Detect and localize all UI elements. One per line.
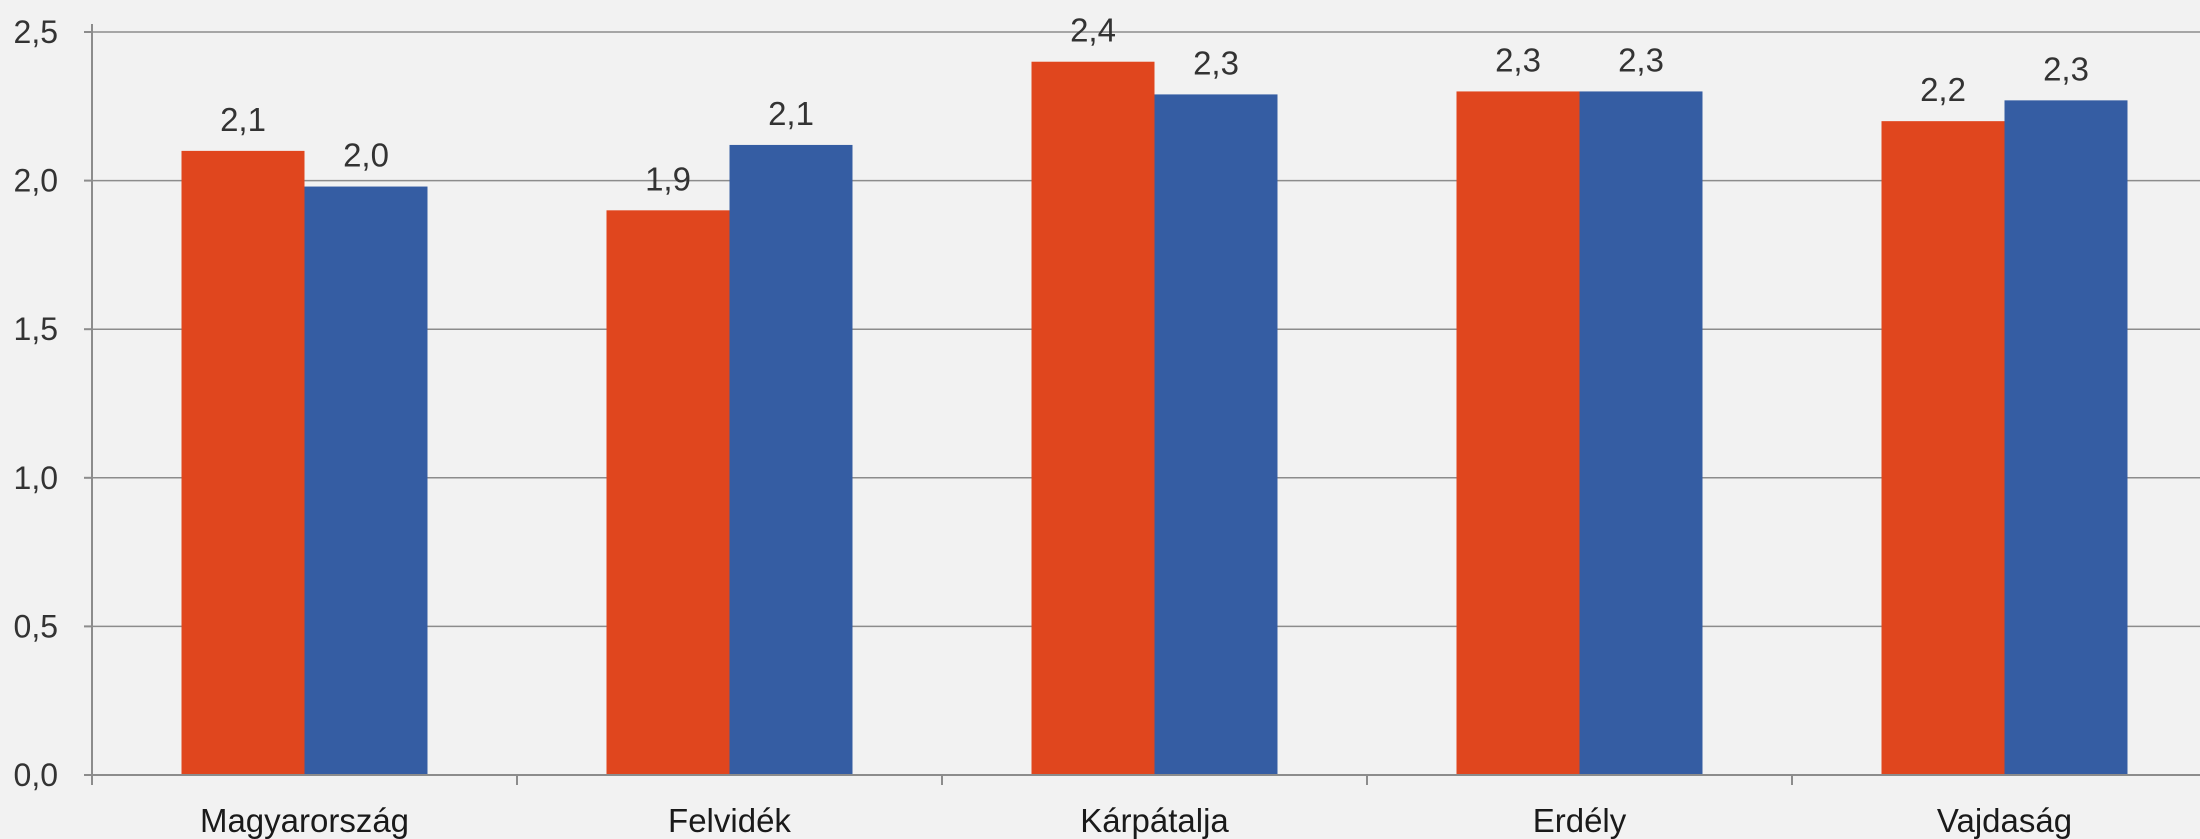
- data-label: 2,2: [1920, 71, 1966, 108]
- x-axis-category-labels: Magyarország Felvidék Kárpátalja Erdély Vajd…: [200, 802, 2072, 839]
- bars: [181, 61, 2128, 776]
- data-label: 2,1: [220, 101, 266, 138]
- bar: [606, 210, 730, 775]
- y-tick-label: 0,0: [14, 757, 58, 793]
- y-tick-label: 1,0: [14, 460, 58, 496]
- x-category-label: Felvidék: [668, 802, 791, 839]
- data-labels: 2,1 2,0 1,9 2,1 2,4 2,3 2,3 2,3 2,2 2,3: [220, 12, 2089, 198]
- bar: [729, 144, 853, 775]
- y-tick-label: 2,5: [14, 14, 58, 50]
- x-category-label: Vajdaság: [1937, 802, 2072, 839]
- bar: [2004, 100, 2128, 775]
- data-label: 2,3: [1495, 41, 1541, 78]
- bar: [1579, 91, 1703, 775]
- data-label: 2,1: [768, 95, 814, 132]
- bar: [1031, 61, 1155, 776]
- data-label: 2,3: [2043, 50, 2089, 87]
- x-category-label: Erdély: [1533, 802, 1627, 839]
- data-label: 2,0: [343, 137, 389, 174]
- y-axis-tick-labels: 0,0 0,5 1,0 1,5 2,0 2,5: [14, 14, 92, 793]
- bar: [1456, 91, 1580, 775]
- data-label: 2,3: [1193, 44, 1239, 81]
- bar: [1881, 121, 2005, 775]
- x-category-label: Magyarország: [200, 802, 409, 839]
- bar: [1154, 94, 1278, 776]
- x-axis: [91, 24, 2200, 785]
- data-label: 2,4: [1070, 12, 1116, 49]
- x-category-label: Kárpátalja: [1080, 802, 1229, 839]
- y-tick-label: 1,5: [14, 311, 58, 347]
- y-tick-label: 0,5: [14, 608, 58, 644]
- bar: [181, 150, 305, 775]
- data-label: 2,3: [1618, 41, 1664, 78]
- y-tick-label: 2,0: [14, 163, 58, 199]
- data-label: 1,9: [645, 160, 691, 197]
- bar: [304, 186, 428, 775]
